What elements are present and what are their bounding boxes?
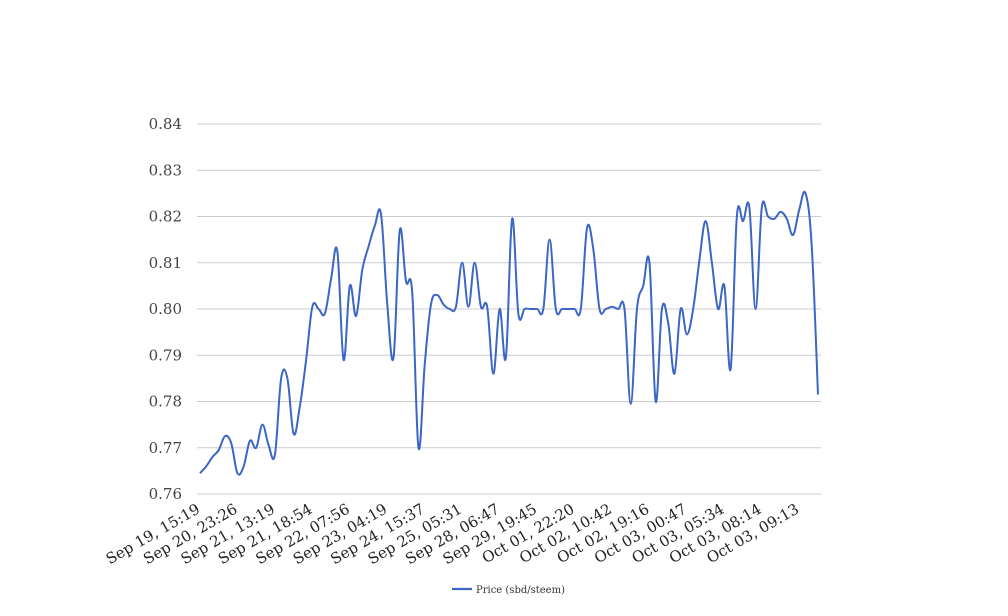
- y-axis-tick-labels: 0.76 0.77 0.78 0.79 0.80 0.81 0.82 0.83 0.84: [149, 115, 182, 503]
- y-tick-label: 0.77: [149, 439, 182, 457]
- y-tick-label: 0.81: [149, 254, 182, 272]
- y-tick-label: 0.82: [149, 208, 182, 226]
- y-tick-label: 0.79: [149, 346, 182, 364]
- y-tick-label: 0.76: [149, 485, 182, 503]
- series-layer: [199, 190, 819, 476]
- legend: Price (sbd/steem): [452, 585, 565, 596]
- legend-label: Price (sbd/steem): [476, 585, 565, 596]
- y-tick-label: 0.83: [149, 161, 182, 179]
- y-tick-label: 0.80: [149, 300, 182, 318]
- series-line: [199, 190, 819, 476]
- y-tick-label: 0.78: [149, 393, 182, 411]
- y-tick-label: 0.84: [149, 115, 182, 133]
